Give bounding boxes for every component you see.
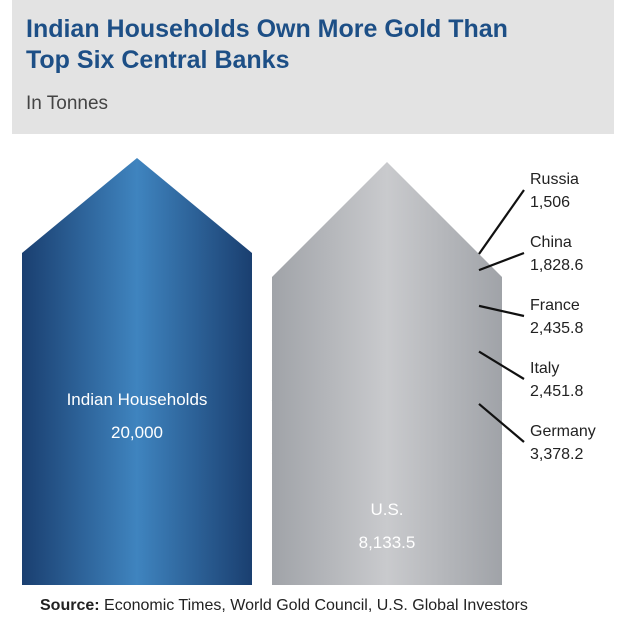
title-line-1: Indian Households Own More Gold Than: [26, 15, 508, 43]
data-labels: Indian Households 20,000 U.S. 8,133.5 German…: [67, 171, 596, 552]
chart-subtitle: In Tonnes: [26, 93, 109, 114]
value-france: 2,435.8: [530, 320, 583, 337]
source-note: Source: Economic Times, World Gold Counc…: [40, 596, 620, 616]
title-line-2: Top Six Central Banks: [26, 46, 290, 74]
bar-indian-households: [22, 158, 252, 585]
label-indian-households: Indian Households: [67, 390, 208, 409]
leader-lines: [478, 189, 525, 443]
source-label: Source:: [40, 597, 100, 614]
value-u-s: 8,133.5: [359, 533, 416, 552]
chart-title: Indian Households Own More Gold Than Top…: [26, 14, 606, 76]
source-text: Economic Times, World Gold Council, U.S.…: [99, 597, 528, 614]
leader-china: [478, 251, 525, 272]
leader-italy: [478, 350, 525, 380]
leader-russia: [478, 189, 525, 255]
value-germany: 3,378.2: [530, 446, 583, 463]
label-france: France: [530, 297, 580, 314]
indian-households-bar-group: [22, 158, 252, 585]
value-russia: 1,506: [530, 194, 570, 211]
label-u-s: U.S.: [370, 500, 403, 519]
central-banks-stack-group: [272, 162, 502, 586]
label-italy: Italy: [530, 360, 559, 377]
value-indian-households: 20,000: [111, 423, 163, 442]
label-russia: Russia: [530, 171, 579, 188]
label-china: China: [530, 234, 572, 251]
leader-germany: [478, 403, 525, 443]
leader-france: [478, 304, 525, 318]
header-panel: Indian Households Own More Gold Than Top…: [12, 0, 614, 134]
label-germany: Germany: [530, 423, 596, 440]
value-china: 1,828.6: [530, 257, 583, 274]
value-italy: 2,451.8: [530, 383, 583, 400]
bar-russia: [272, 162, 502, 585]
